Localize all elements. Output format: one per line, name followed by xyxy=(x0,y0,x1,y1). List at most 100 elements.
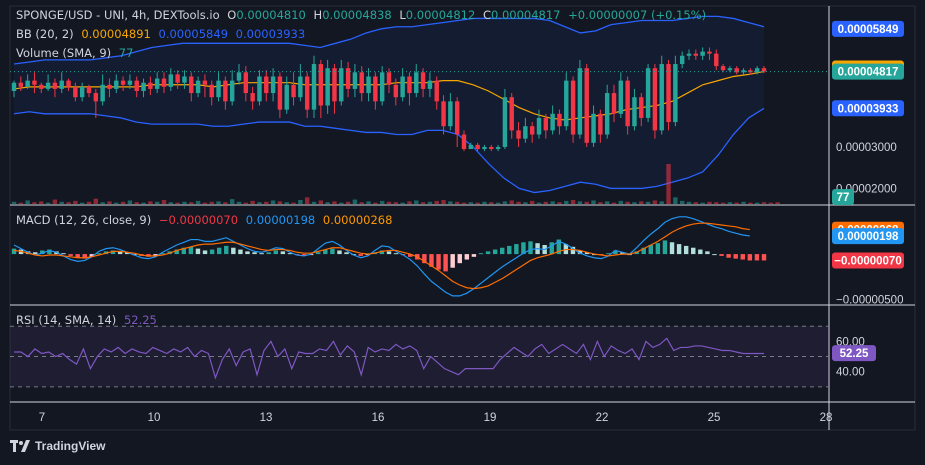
macd-histogram-bar xyxy=(691,247,696,255)
volume-bar xyxy=(59,201,64,204)
macd-histogram-bar xyxy=(110,250,116,255)
price-legend: SPONGE/USD - UNI, 4h, DEXTools.io O0.000… xyxy=(16,8,710,22)
volume-bar xyxy=(577,201,583,204)
volume-bar xyxy=(434,200,439,204)
volume-bar xyxy=(182,201,187,204)
candle-body xyxy=(618,80,624,114)
volume-bar xyxy=(386,201,392,204)
candle-body xyxy=(168,74,174,87)
candle-body xyxy=(482,146,487,150)
macd-histogram-bar xyxy=(443,254,448,272)
candle-body xyxy=(332,68,337,102)
tradingview-logo[interactable]: TradingView xyxy=(10,439,105,453)
volume-bar xyxy=(141,202,146,204)
volume-bar xyxy=(298,200,303,204)
macd-histogram-bar xyxy=(330,248,335,255)
macd-histogram-bar xyxy=(747,254,753,261)
candle-body xyxy=(175,74,180,83)
volume-bar xyxy=(482,201,487,204)
candle-body xyxy=(345,68,351,89)
macd-histogram-bar xyxy=(641,247,646,255)
volume-bar xyxy=(52,199,58,204)
price-badge-text: 0.00003933 xyxy=(838,103,899,115)
volume-bar xyxy=(73,200,78,204)
candle-body xyxy=(502,97,508,147)
candle-body xyxy=(11,82,17,91)
volume-bar xyxy=(414,200,419,204)
macd-histogram-bar xyxy=(705,251,710,255)
candle-body xyxy=(659,64,664,131)
time-axis-tick-label: 7 xyxy=(39,412,45,424)
volume-bar xyxy=(284,202,289,204)
candle-body xyxy=(741,70,746,73)
candle-body xyxy=(209,84,214,98)
volume-bar xyxy=(311,201,317,204)
high-label: H xyxy=(313,8,323,22)
volume-legend-name: Volume (SMA, 9) xyxy=(16,46,112,60)
candle-body xyxy=(734,68,739,73)
volume-bar xyxy=(775,202,780,204)
volume-bar xyxy=(741,201,746,204)
macd-histogram-bar xyxy=(726,254,731,258)
volume-bar xyxy=(114,202,119,204)
volume-bar xyxy=(625,201,630,204)
volume-bar xyxy=(107,201,112,204)
candle-body xyxy=(86,86,92,94)
volume-bar xyxy=(652,200,658,204)
tradingview-logo-icon xyxy=(10,440,30,452)
volume-bar xyxy=(223,202,228,204)
macd-legend[interactable]: MACD (12, 26, close, 9) −0.00000070 0.00… xyxy=(16,213,396,227)
macd-histogram-bar xyxy=(181,247,187,255)
volume-bar xyxy=(120,201,126,204)
candle-body xyxy=(134,80,139,91)
open-label: O xyxy=(227,8,237,22)
candle-body xyxy=(604,93,610,135)
macd-histogram-bar xyxy=(287,253,293,255)
macd-histogram-bar xyxy=(393,253,399,255)
candle-body xyxy=(448,101,453,127)
macd-histogram-bar xyxy=(280,251,286,255)
macd-histogram-bar xyxy=(478,253,484,255)
macd-line xyxy=(13,216,750,297)
volume-bar xyxy=(502,201,508,204)
macd-histogram-bar xyxy=(514,244,519,255)
candle-body xyxy=(652,68,658,131)
macd-histogram-bar xyxy=(259,253,264,255)
volume-bar xyxy=(45,202,51,204)
price-badge-text: 0.00004817 xyxy=(838,67,899,79)
candle-body xyxy=(523,126,528,139)
tradingview-logo-text: TradingView xyxy=(35,439,106,453)
volume-bar xyxy=(407,201,412,204)
candle-body xyxy=(148,82,153,89)
bb-upper-value: 0.00005849 xyxy=(158,27,229,41)
macd-histogram-bar xyxy=(408,254,413,257)
candle-body xyxy=(761,68,767,72)
macd-histogram-bar xyxy=(662,240,668,255)
time-axis-tick-label: 16 xyxy=(372,412,385,424)
macd-histogram-bar xyxy=(124,252,130,255)
macd-histogram-bar xyxy=(82,254,87,259)
volume-bar xyxy=(66,202,71,204)
candle-body xyxy=(311,64,317,110)
macd-badge-text: −0.00000070 xyxy=(834,255,901,267)
macd-badge: −0.00000070 xyxy=(832,252,904,269)
volume-bar xyxy=(475,202,480,204)
candle-body xyxy=(73,86,78,98)
volume-bar xyxy=(714,202,719,204)
volume-bar xyxy=(93,198,99,204)
macd-histogram-bar xyxy=(273,250,279,255)
volume-bar xyxy=(454,201,460,204)
symbol-title[interactable]: SPONGE/USD - UNI, 4h, DEXTools.io xyxy=(16,8,220,22)
candle-body xyxy=(352,72,358,89)
volume-bar xyxy=(448,201,453,204)
volume-legend[interactable]: Volume (SMA, 9) 77 xyxy=(16,46,137,60)
volume-bar xyxy=(523,202,528,204)
macd-histogram-bar xyxy=(577,250,583,255)
candle-body xyxy=(584,68,589,143)
volume-bar xyxy=(686,201,692,204)
macd-histogram-bar xyxy=(216,247,222,255)
candle-body xyxy=(236,72,242,81)
rsi-legend[interactable]: RSI (14, SMA, 14) 52.25 xyxy=(16,313,161,327)
bb-legend[interactable]: BB (20, 2) 0.00004891 0.00005849 0.00003… xyxy=(16,27,309,41)
